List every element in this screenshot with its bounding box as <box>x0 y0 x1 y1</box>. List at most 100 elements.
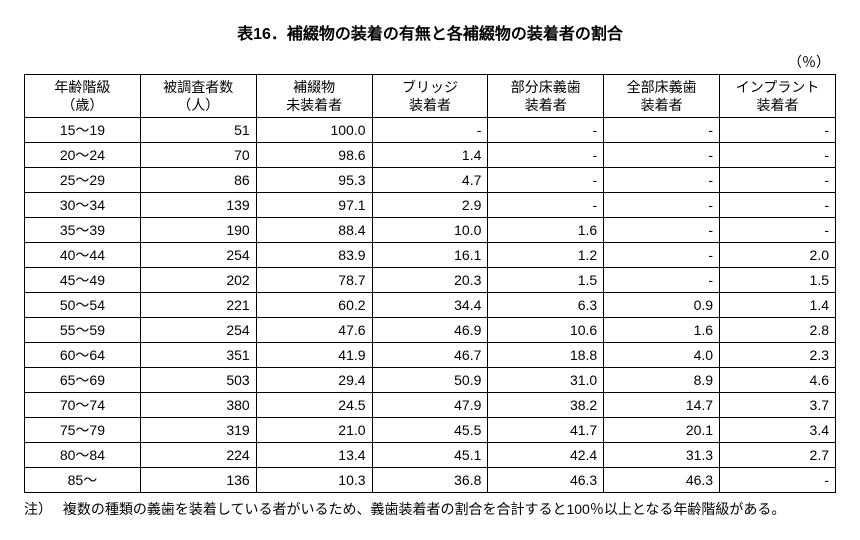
column-header: 被調査者数（人） <box>140 75 256 118</box>
table-cell: - <box>604 143 720 168</box>
table-cell: 41.9 <box>256 343 372 368</box>
table-cell: 2.3 <box>720 343 836 368</box>
footnote-text: 複数の種類の義歯を装着している者がいるため、義歯装着者の割合を合計すると100％… <box>63 499 836 520</box>
table-cell: 254 <box>140 318 256 343</box>
table-cell: - <box>488 193 604 218</box>
table-row: 85～13610.336.846.346.3- <box>25 468 836 493</box>
table-cell: 42.4 <box>488 443 604 468</box>
table-cell: 221 <box>140 293 256 318</box>
unit-label: （％） <box>24 52 836 72</box>
table-cell: 20～24 <box>25 143 141 168</box>
table-cell: 1.4 <box>720 293 836 318</box>
table-row: 25～298695.34.7--- <box>25 168 836 193</box>
table-cell: - <box>604 168 720 193</box>
table-cell: - <box>720 218 836 243</box>
table-cell: 46.9 <box>372 318 488 343</box>
table-cell: 25～29 <box>25 168 141 193</box>
table-cell: 380 <box>140 393 256 418</box>
table-cell: 46.3 <box>488 468 604 493</box>
table-cell: 1.5 <box>720 268 836 293</box>
table-cell: 78.7 <box>256 268 372 293</box>
table-title: 表16．補綴物の装着の有無と各補綴物の装着者の割合 <box>24 20 836 44</box>
table-cell: 75～79 <box>25 418 141 443</box>
table-cell: 503 <box>140 368 256 393</box>
table-cell: 65～69 <box>25 368 141 393</box>
table-cell: 45.1 <box>372 443 488 468</box>
table-cell: 34.4 <box>372 293 488 318</box>
table-row: 20～247098.61.4--- <box>25 143 836 168</box>
table-cell: 8.9 <box>604 368 720 393</box>
table-cell: 1.5 <box>488 268 604 293</box>
table-row: 35～3919088.410.01.6-- <box>25 218 836 243</box>
column-header: 補綴物未装着者 <box>256 75 372 118</box>
column-header: 年齢階級（歳） <box>25 75 141 118</box>
table-row: 60～6435141.946.718.84.02.3 <box>25 343 836 368</box>
table-body: 15～1951100.0----20～247098.61.4---25～2986… <box>25 118 836 493</box>
table-row: 50～5422160.234.46.30.91.4 <box>25 293 836 318</box>
table-cell: 1.6 <box>604 318 720 343</box>
table-cell: 70 <box>140 143 256 168</box>
table-row: 45～4920278.720.31.5-1.5 <box>25 268 836 293</box>
table-cell: 45～49 <box>25 268 141 293</box>
column-header: 部分床義歯装着者 <box>488 75 604 118</box>
table-cell: - <box>604 243 720 268</box>
table-row: 55～5925447.646.910.61.62.8 <box>25 318 836 343</box>
table-cell: 24.5 <box>256 393 372 418</box>
table-cell: 1.2 <box>488 243 604 268</box>
table-cell: - <box>604 218 720 243</box>
column-header: 全部床義歯装着者 <box>604 75 720 118</box>
table-cell: 50.9 <box>372 368 488 393</box>
table-cell: 10.3 <box>256 468 372 493</box>
table-row: 70～7438024.547.938.214.73.7 <box>25 393 836 418</box>
table-row: 40～4425483.916.11.2-2.0 <box>25 243 836 268</box>
table-cell: 18.8 <box>488 343 604 368</box>
table-cell: 20.1 <box>604 418 720 443</box>
table-cell: 14.7 <box>604 393 720 418</box>
table-cell: 40～44 <box>25 243 141 268</box>
table-cell: - <box>604 118 720 143</box>
table-cell: 1.6 <box>488 218 604 243</box>
table-row: 30～3413997.12.9--- <box>25 193 836 218</box>
table-cell: 4.6 <box>720 368 836 393</box>
table-cell: - <box>720 118 836 143</box>
table-cell: 46.3 <box>604 468 720 493</box>
table-cell: 41.7 <box>488 418 604 443</box>
table-row: 15～1951100.0---- <box>25 118 836 143</box>
table-cell: 2.8 <box>720 318 836 343</box>
table-cell: - <box>720 468 836 493</box>
column-header: ブリッジ装着者 <box>372 75 488 118</box>
column-header: インプラント装着者 <box>720 75 836 118</box>
table-cell: 70～74 <box>25 393 141 418</box>
table-cell: 319 <box>140 418 256 443</box>
table-cell: 10.0 <box>372 218 488 243</box>
table-cell: 36.8 <box>372 468 488 493</box>
table-cell: 224 <box>140 443 256 468</box>
table-cell: 51 <box>140 118 256 143</box>
table-cell: 88.4 <box>256 218 372 243</box>
table-cell: 2.7 <box>720 443 836 468</box>
table-cell: 254 <box>140 243 256 268</box>
table-cell: 190 <box>140 218 256 243</box>
footnote: 注） 複数の種類の義歯を装着している者がいるため、義歯装着者の割合を合計すると1… <box>24 499 836 520</box>
table-cell: 83.9 <box>256 243 372 268</box>
table-cell: 47.6 <box>256 318 372 343</box>
table-cell: 10.6 <box>488 318 604 343</box>
table-cell: 60～64 <box>25 343 141 368</box>
table-row: 80～8422413.445.142.431.32.7 <box>25 443 836 468</box>
table-cell: 97.1 <box>256 193 372 218</box>
table-cell: - <box>720 143 836 168</box>
table-cell: - <box>604 193 720 218</box>
table-cell: 85～ <box>25 468 141 493</box>
table-cell: 35～39 <box>25 218 141 243</box>
table-row: 75～7931921.045.541.720.13.4 <box>25 418 836 443</box>
table-cell: 38.2 <box>488 393 604 418</box>
table-cell: - <box>720 168 836 193</box>
table-cell: 2.9 <box>372 193 488 218</box>
table-cell: 46.7 <box>372 343 488 368</box>
table-cell: 47.9 <box>372 393 488 418</box>
table-cell: 15～19 <box>25 118 141 143</box>
table-cell: 4.7 <box>372 168 488 193</box>
table-cell: 3.7 <box>720 393 836 418</box>
table-cell: 21.0 <box>256 418 372 443</box>
table-cell: 31.3 <box>604 443 720 468</box>
